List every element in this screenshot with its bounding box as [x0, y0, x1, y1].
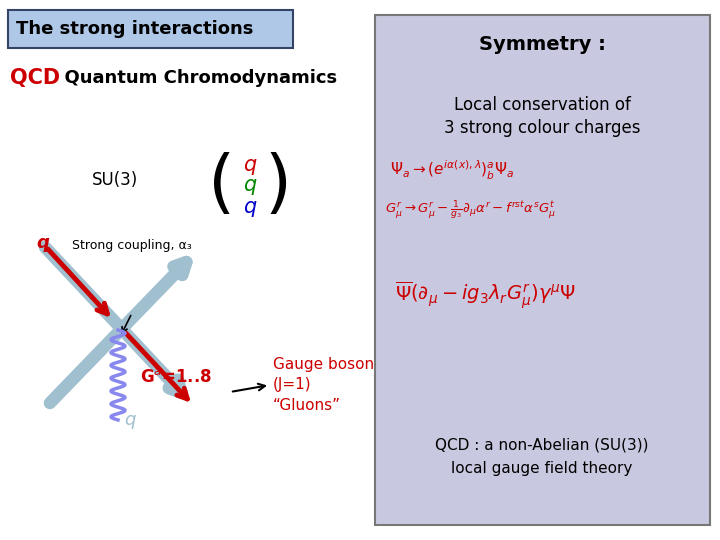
Text: Quantum Chromodynamics: Quantum Chromodynamics: [52, 69, 337, 87]
Text: SU(3): SU(3): [92, 171, 138, 189]
Text: QCD : a non-Abelian (SU(3)): QCD : a non-Abelian (SU(3)): [436, 437, 649, 453]
Text: (J=1): (J=1): [273, 377, 312, 393]
Text: q: q: [243, 197, 256, 217]
Text: $\overline{\Psi}(\partial_\mu - ig_3\lambda_r G^r_\mu)\gamma^\mu\Psi$: $\overline{\Psi}(\partial_\mu - ig_3\lam…: [395, 279, 576, 310]
Text: “Gluons”: “Gluons”: [273, 397, 341, 413]
Text: The strong interactions: The strong interactions: [16, 20, 253, 38]
Text: ): ): [264, 152, 292, 219]
Text: Local conservation of: Local conservation of: [454, 96, 631, 114]
Text: Strong coupling, α₃: Strong coupling, α₃: [72, 239, 192, 252]
Text: $\Psi_a \rightarrow \left(e^{i\alpha(x),\lambda}\right)^a_b \Psi_a$: $\Psi_a \rightarrow \left(e^{i\alpha(x),…: [390, 158, 514, 181]
Text: local gauge field theory: local gauge field theory: [451, 461, 633, 476]
Text: q: q: [37, 234, 50, 252]
FancyBboxPatch shape: [8, 10, 293, 48]
Text: G$^a$=1..8: G$^a$=1..8: [140, 368, 212, 386]
Text: 3 strong colour charges: 3 strong colour charges: [444, 119, 640, 137]
Text: q: q: [243, 155, 256, 175]
Text: QCD: QCD: [10, 68, 60, 88]
FancyBboxPatch shape: [375, 15, 710, 525]
Text: Symmetry :: Symmetry :: [479, 36, 606, 55]
Text: Gauge boson: Gauge boson: [273, 357, 374, 373]
Text: $G^r_\mu \rightarrow G^r_\mu - \frac{1}{g_3}\partial_\mu\alpha^r - f^{rst}\alpha: $G^r_\mu \rightarrow G^r_\mu - \frac{1}{…: [385, 199, 556, 221]
Text: q: q: [125, 411, 135, 429]
Text: (: (: [208, 152, 235, 219]
Text: q: q: [243, 175, 256, 195]
